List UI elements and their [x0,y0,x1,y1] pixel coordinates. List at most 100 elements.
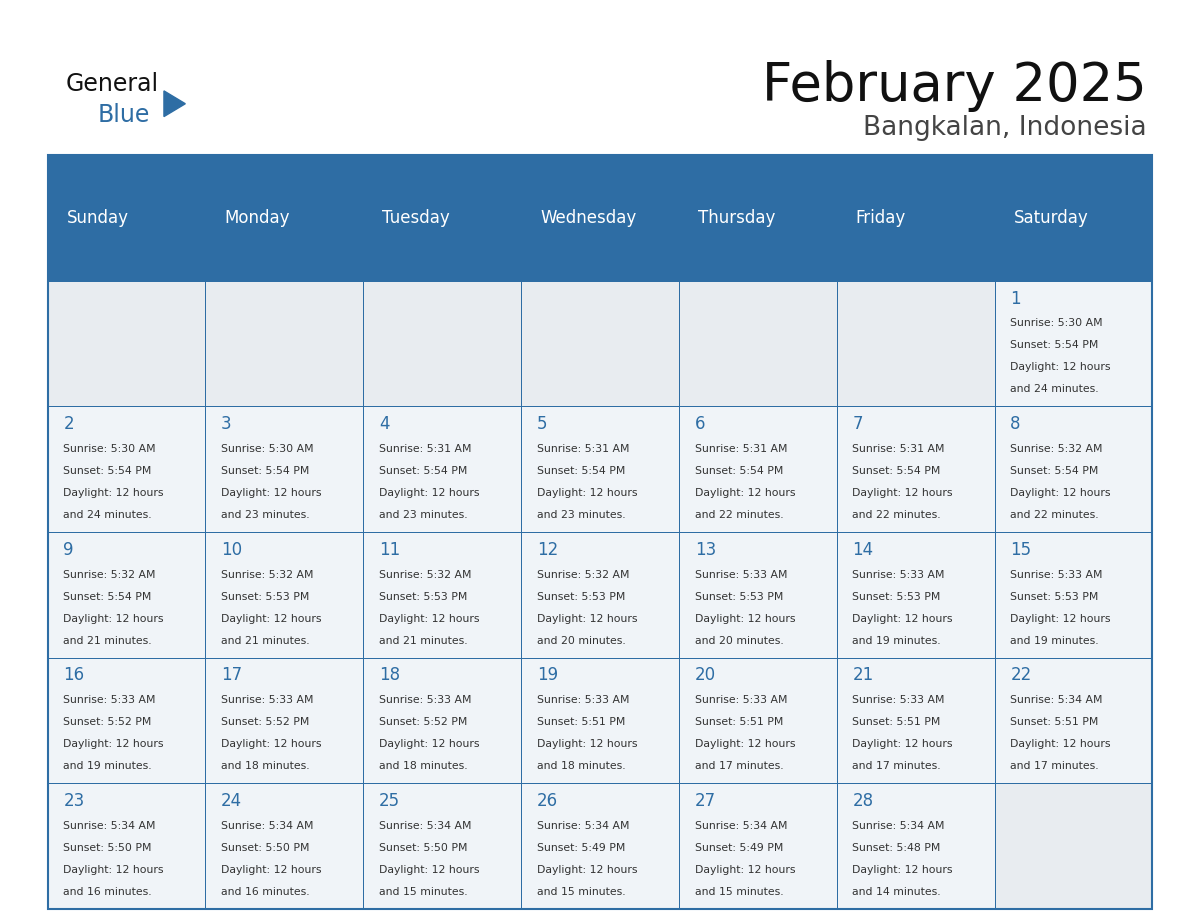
Bar [678,281,836,407]
Text: 1: 1 [1010,289,1020,308]
Text: 18: 18 [379,666,400,685]
Bar [522,657,678,783]
Text: and 18 minutes.: and 18 minutes. [221,761,310,771]
Text: and 14 minutes.: and 14 minutes. [853,887,941,897]
Text: Sunset: 5:51 PM: Sunset: 5:51 PM [695,717,783,727]
Text: and 23 minutes.: and 23 minutes. [379,510,468,520]
Bar [48,783,206,909]
Text: Sunrise: 5:34 AM: Sunrise: 5:34 AM [1010,695,1102,705]
Text: Sunset: 5:51 PM: Sunset: 5:51 PM [1010,717,1099,727]
Text: and 17 minutes.: and 17 minutes. [1010,761,1099,771]
Text: Wednesday: Wednesday [541,209,637,227]
Text: Daylight: 12 hours: Daylight: 12 hours [853,613,953,623]
Text: and 15 minutes.: and 15 minutes. [379,887,468,897]
Text: Daylight: 12 hours: Daylight: 12 hours [63,865,164,875]
Text: Sunrise: 5:33 AM: Sunrise: 5:33 AM [695,570,788,579]
Text: 22: 22 [1010,666,1031,685]
Bar [364,657,522,783]
Bar [836,281,994,407]
Text: and 16 minutes.: and 16 minutes. [221,887,310,897]
Text: Daylight: 12 hours: Daylight: 12 hours [379,739,480,749]
Text: and 23 minutes.: and 23 minutes. [537,510,625,520]
Text: Sunset: 5:54 PM: Sunset: 5:54 PM [1010,341,1099,351]
Text: Friday: Friday [855,209,906,227]
Bar [364,407,522,532]
Text: Daylight: 12 hours: Daylight: 12 hours [537,488,637,498]
Text: and 23 minutes.: and 23 minutes. [221,510,310,520]
Text: 4: 4 [379,415,390,433]
Text: Sunset: 5:54 PM: Sunset: 5:54 PM [63,466,152,476]
Text: 25: 25 [379,792,400,810]
Text: Sunset: 5:53 PM: Sunset: 5:53 PM [1010,591,1099,601]
Text: 19: 19 [537,666,558,685]
Text: Daylight: 12 hours: Daylight: 12 hours [695,865,795,875]
Bar [522,407,678,532]
Text: Daylight: 12 hours: Daylight: 12 hours [221,739,322,749]
Text: Sunset: 5:53 PM: Sunset: 5:53 PM [853,591,941,601]
Text: Sunrise: 5:32 AM: Sunrise: 5:32 AM [379,570,472,579]
Text: 26: 26 [537,792,558,810]
Text: 23: 23 [63,792,84,810]
Text: Sunset: 5:53 PM: Sunset: 5:53 PM [537,591,625,601]
Text: 15: 15 [1010,541,1031,559]
Text: and 15 minutes.: and 15 minutes. [695,887,783,897]
Text: Daylight: 12 hours: Daylight: 12 hours [221,865,322,875]
Text: Saturday: Saturday [1013,209,1088,227]
Bar [48,532,206,657]
Text: 7: 7 [853,415,862,433]
Text: Tuesday: Tuesday [383,209,450,227]
Text: 3: 3 [221,415,232,433]
Text: Sunrise: 5:31 AM: Sunrise: 5:31 AM [379,444,472,454]
Text: Sunrise: 5:30 AM: Sunrise: 5:30 AM [1010,319,1102,329]
Text: 2: 2 [63,415,74,433]
Bar [206,281,364,407]
Text: Daylight: 12 hours: Daylight: 12 hours [537,613,637,623]
Text: Sunset: 5:52 PM: Sunset: 5:52 PM [221,717,310,727]
Text: Sunrise: 5:32 AM: Sunrise: 5:32 AM [1010,444,1102,454]
Text: Sunrise: 5:33 AM: Sunrise: 5:33 AM [63,695,156,705]
Text: and 16 minutes.: and 16 minutes. [63,887,152,897]
Bar [678,783,836,909]
Bar [364,532,522,657]
Bar [836,657,994,783]
Text: Sunrise: 5:34 AM: Sunrise: 5:34 AM [221,821,314,831]
Text: Sunrise: 5:33 AM: Sunrise: 5:33 AM [853,570,944,579]
Text: Sunset: 5:53 PM: Sunset: 5:53 PM [221,591,310,601]
Polygon shape [164,91,185,117]
Text: and 24 minutes.: and 24 minutes. [63,510,152,520]
Text: 27: 27 [695,792,715,810]
Text: Sunrise: 5:31 AM: Sunrise: 5:31 AM [853,444,944,454]
Text: 9: 9 [63,541,74,559]
Text: 16: 16 [63,666,84,685]
Bar [522,532,678,657]
Text: Sunrise: 5:34 AM: Sunrise: 5:34 AM [63,821,156,831]
Text: Daylight: 12 hours: Daylight: 12 hours [695,488,795,498]
Text: and 19 minutes.: and 19 minutes. [853,635,941,645]
Text: 14: 14 [853,541,873,559]
Text: Sunset: 5:54 PM: Sunset: 5:54 PM [221,466,310,476]
Bar [678,657,836,783]
Bar [994,281,1152,407]
Text: Sunset: 5:52 PM: Sunset: 5:52 PM [63,717,152,727]
Text: and 21 minutes.: and 21 minutes. [221,635,310,645]
Text: Sunset: 5:51 PM: Sunset: 5:51 PM [537,717,625,727]
Text: Sunset: 5:48 PM: Sunset: 5:48 PM [853,843,941,853]
Text: 12: 12 [537,541,558,559]
Text: Sunday: Sunday [67,209,128,227]
Bar [836,407,994,532]
Bar [678,407,836,532]
Text: Sunrise: 5:32 AM: Sunrise: 5:32 AM [63,570,156,579]
Bar [364,783,522,909]
Text: Sunset: 5:50 PM: Sunset: 5:50 PM [221,843,310,853]
Text: and 22 minutes.: and 22 minutes. [1010,510,1099,520]
Text: Daylight: 12 hours: Daylight: 12 hours [537,739,637,749]
Text: Sunset: 5:52 PM: Sunset: 5:52 PM [379,717,467,727]
Text: Sunrise: 5:30 AM: Sunrise: 5:30 AM [221,444,314,454]
Text: Sunrise: 5:31 AM: Sunrise: 5:31 AM [537,444,630,454]
Text: Sunset: 5:51 PM: Sunset: 5:51 PM [853,717,941,727]
Text: Sunrise: 5:30 AM: Sunrise: 5:30 AM [63,444,156,454]
Text: Sunrise: 5:31 AM: Sunrise: 5:31 AM [695,444,788,454]
Text: and 15 minutes.: and 15 minutes. [537,887,625,897]
Bar [678,532,836,657]
Text: General: General [65,73,158,96]
